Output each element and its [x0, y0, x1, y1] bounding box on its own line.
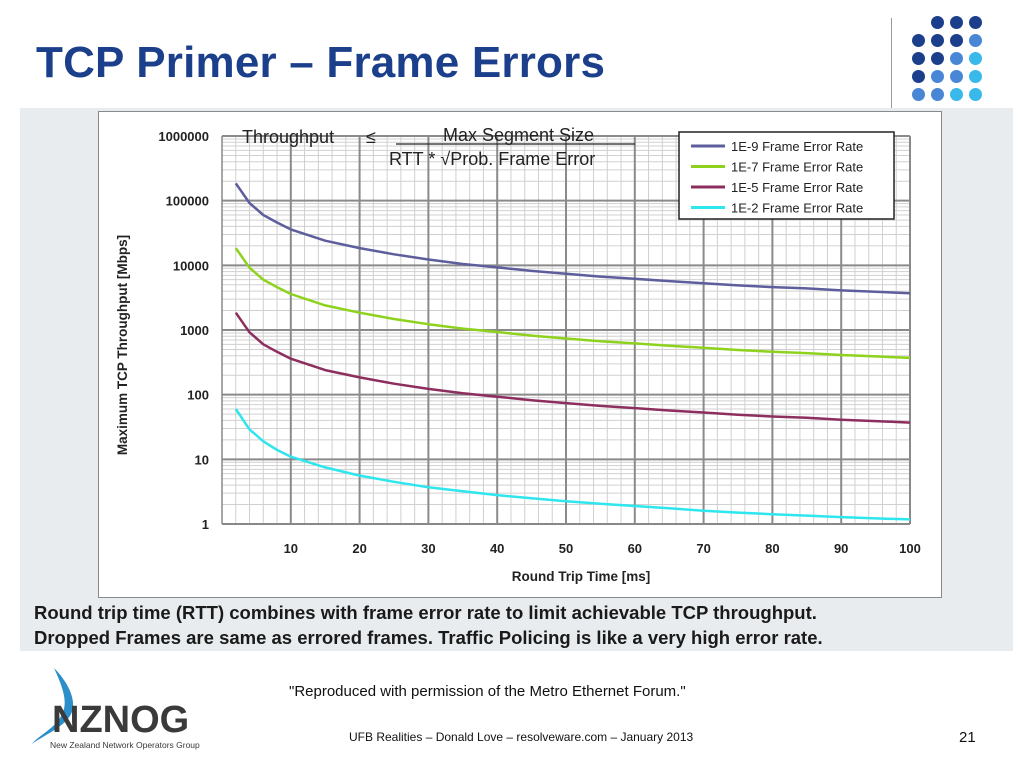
caption: Round trip time (RTT) combines with fram… [34, 600, 823, 650]
x-tick-label: 60 [628, 541, 642, 556]
legend-label: 1E-2 Frame Error Rate [731, 201, 863, 216]
formula-numerator: Max Segment Size [443, 125, 594, 145]
logo-text: NZNOG [52, 699, 189, 741]
legend-label: 1E-7 Frame Error Rate [731, 160, 863, 175]
decorative-dot [969, 70, 982, 83]
decorative-dot [912, 52, 925, 65]
decorative-dot [969, 88, 982, 101]
formula-denominator: RTT * √Prob. Frame Error [389, 149, 595, 169]
decorative-dot [931, 16, 944, 29]
x-tick-label: 70 [696, 541, 710, 556]
decorative-dot [912, 88, 925, 101]
decorative-dot [931, 70, 944, 83]
chart-box: 1 10 100 1000 10000 100000 1000000 10 20 30 40 50 60… [98, 111, 942, 598]
series-line-4 [234, 408, 911, 521]
x-tick-label: 40 [490, 541, 504, 556]
decorative-dot [931, 52, 944, 65]
logo-swoosh-icon [32, 668, 74, 744]
page-number: 21 [959, 729, 976, 746]
permission-note: "Reproduced with permission of the Metro… [289, 683, 686, 700]
decorative-dot [969, 34, 982, 47]
decorative-dot [950, 34, 963, 47]
decorative-dot [969, 16, 982, 29]
series-line-3 [234, 311, 911, 424]
y-tick-label: 100 [187, 388, 209, 403]
caption-line-1: Round trip time (RTT) combines with fram… [34, 602, 817, 623]
logo-subtext: New Zealand Network Operators Group [50, 740, 200, 750]
y-tick-label: 1000 [180, 323, 209, 338]
y-tick-label: 10000 [173, 258, 209, 273]
x-tick-label: 10 [284, 541, 298, 556]
formula-operator: ≤ [366, 127, 376, 147]
x-axis-title: Round Trip Time [ms] [512, 569, 651, 584]
y-tick-label: 1000000 [158, 129, 209, 144]
x-tick-label: 50 [559, 541, 573, 556]
decorative-dot [931, 88, 944, 101]
nznog-logo: NZNOG New Zealand Network Operators Grou… [32, 668, 200, 750]
decorative-dot [950, 88, 963, 101]
x-tick-label: 100 [899, 541, 921, 556]
decorative-dot [969, 52, 982, 65]
x-tick-label: 20 [352, 541, 366, 556]
x-tick-label: 30 [421, 541, 435, 556]
decorative-dot [931, 34, 944, 47]
y-tick-label: 1 [202, 517, 209, 532]
slide-title: TCP Primer – Frame Errors [36, 38, 606, 87]
x-tick-label: 90 [834, 541, 848, 556]
decorative-dot [912, 34, 925, 47]
x-tick-label: 80 [765, 541, 779, 556]
legend-label: 1E-9 Frame Error Rate [731, 139, 863, 154]
decorative-dot [950, 52, 963, 65]
series-line-1 [234, 182, 911, 295]
y-tick-label: 100000 [166, 194, 209, 209]
y-tick-label: 10 [195, 452, 209, 467]
legend-label: 1E-5 Frame Error Rate [731, 180, 863, 195]
caption-line-2: Dropped Frames are same as errored frame… [34, 627, 823, 648]
series-line-2 [234, 247, 911, 360]
throughput-chart: 1 10 100 1000 10000 100000 1000000 10 20 30 40 50 60… [115, 125, 921, 584]
y-axis-title: Maximum TCP Throughput [Mbps] [115, 235, 130, 455]
decorative-dot-grid [912, 16, 1007, 108]
decorative-dot [912, 70, 925, 83]
decorative-dot [950, 16, 963, 29]
formula-lhs: Throughput [242, 127, 334, 147]
title-divider [891, 18, 892, 108]
decorative-dot [950, 70, 963, 83]
slide-footer: UFB Realities – Donald Love – resolvewar… [349, 730, 694, 744]
